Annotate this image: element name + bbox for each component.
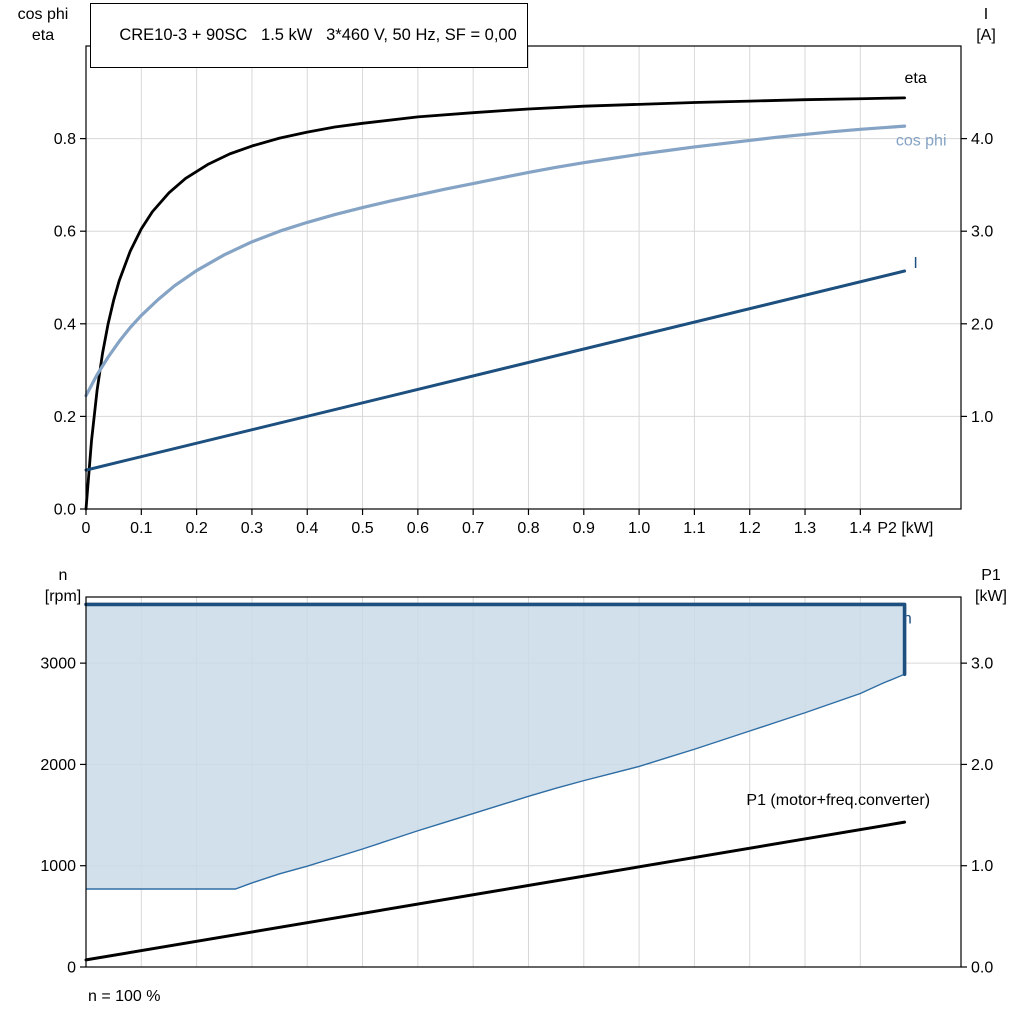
axis-label-eta: eta [31,27,55,44]
x-tick-label: 0.8 [517,520,539,537]
right-tick-label: 2.0 [971,316,993,333]
speed-note: n = 100 % [88,988,161,1005]
axis-label-p1-unit: [kW] [975,588,1007,605]
right-tick-label: 1.0 [971,409,993,426]
series-label-cos-phi: cos phi [896,133,947,150]
plot-frame [85,596,962,968]
series-label-n: n [903,611,912,628]
x-tick-label: 1.3 [794,520,816,537]
top-chart-right-axis-title: I [A] [962,4,1010,46]
axis-label-speed-unit: [rpm] [44,588,82,605]
x-tick-label: 0.2 [185,520,207,537]
left-tick-label: 0.0 [54,502,76,519]
chart-top: 0 0.1 0.2 0.3 0.4 0.5 0.6 0.7 0.8 0.9 1.0 1.1 1.2 1.3… [54,45,993,537]
left-tick-label: 0.8 [54,131,76,148]
axis-label-p1: P1 [981,567,1001,584]
right-tick-label: 2.0 [971,757,993,774]
x-tick-label: 1.4 [849,520,871,537]
right-tick-label: 4.0 [971,131,993,148]
speed-operating-band [86,604,905,890]
right-tick-label: 3.0 [971,656,993,673]
x-tick-label: 0 [82,520,91,537]
x-tick-label: 0.5 [351,520,373,537]
series-n [84,602,907,677]
chart-bottom: 0 1000 2000 3000 0.0 1.0 2.0 3.0 n P1 (motor+freq… [40,596,993,977]
top-chart-left-axis-title: cos phi eta [4,4,82,46]
right-tick-label: 1.0 [971,858,993,875]
left-tick-label: 3000 [40,656,76,673]
series-i [84,269,907,472]
x-tick-label: 0.6 [407,520,429,537]
band-lower-edge [86,673,905,890]
right-tick-label: 3.0 [971,224,993,241]
series-p1 [84,820,907,962]
x-tick-label: 0.9 [573,520,595,537]
axis-label-cos-phi: cos phi [17,6,69,23]
axis-label-current: I [983,6,989,23]
left-tick-label: 2000 [40,757,76,774]
axis-label-current-unit: [A] [976,27,996,44]
x-tick-label: 1.0 [628,520,650,537]
x-axis-label: P2 [kW] [877,520,933,537]
series-cos-phi [84,124,907,398]
x-tick-label: 0.7 [462,520,484,537]
series-label-p1: P1 (motor+freq.converter) [746,792,930,809]
bottom-chart-left-axis-title: n [rpm] [28,565,98,607]
left-tick-label: 0.2 [54,409,76,426]
chart-title: CRE10-3 + 90SC 1.5 kW 3*460 V, 50 Hz, SF… [119,26,517,44]
series-label-eta: eta [905,70,927,87]
axis-label-speed: n [58,567,68,584]
x-tick-label: 0.3 [241,520,263,537]
left-tick-label: 0 [67,960,76,977]
bottom-chart-right-axis-title: P1 [kW] [964,565,1018,607]
series-eta [84,96,906,511]
left-tick-label: 0.6 [54,224,76,241]
chart-title-box: CRE10-3 + 90SC 1.5 kW 3*460 V, 50 Hz, SF… [90,3,528,68]
x-tick-label: 1.2 [739,520,761,537]
x-tick-label: 0.1 [130,520,152,537]
x-tick-label: 0.4 [296,520,318,537]
right-tick-label: 0.0 [971,960,993,977]
left-tick-label: 1000 [40,858,76,875]
left-tick-label: 0.4 [54,316,76,333]
series-label-i: I [913,255,917,272]
x-tick-label: 1.1 [683,520,705,537]
